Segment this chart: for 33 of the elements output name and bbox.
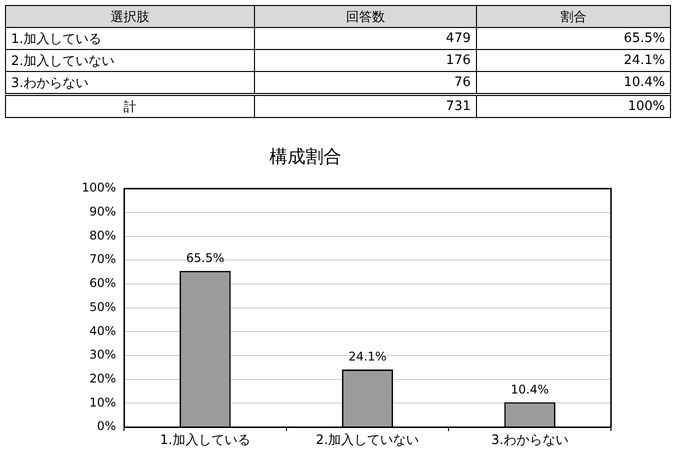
data-label: 24.1% [476,50,670,72]
y-tick-label: 40% [89,324,116,338]
y-tick-label: 10% [89,395,116,410]
data-label: 479 [254,28,476,50]
y-tick-label: 0% [96,419,116,434]
category-label: 計 [6,94,254,118]
y-tick-label: 50% [89,300,116,314]
text: 割合 [476,6,670,28]
data-label: 65.5% [186,250,224,265]
y-tick-label: 70% [89,252,116,266]
text: 回答数 [254,6,476,28]
category-label: 3.わからない [6,72,254,94]
data-label: 65.5% [476,28,670,50]
data-label: 100% [476,94,670,118]
x-tick-label: 3.わからない [491,433,569,448]
data-label: 731 [254,94,476,118]
y-tick-label: 60% [89,276,116,290]
data-label: 176 [254,50,476,72]
x-tick-label: 1.加入している [160,433,250,448]
data-label: 10.4% [476,72,670,94]
x-tick-label: 2.加入していない [316,433,420,448]
chart-title: 構成割合 [270,146,342,168]
y-tick-label: 30% [89,348,116,362]
text: 選択肢 [6,6,254,28]
data-label: 10.4% [510,382,549,396]
y-tick-label: 20% [89,371,116,386]
category-label: 2.加入していない [6,50,254,72]
y-tick-label: 90% [89,204,116,219]
category-label: 1.加入している [6,28,254,50]
data-label: 76 [254,72,476,94]
y-tick-label: 100% [82,180,116,195]
data-label: 24.1% [348,350,387,364]
y-tick-label: 80% [89,228,116,242]
